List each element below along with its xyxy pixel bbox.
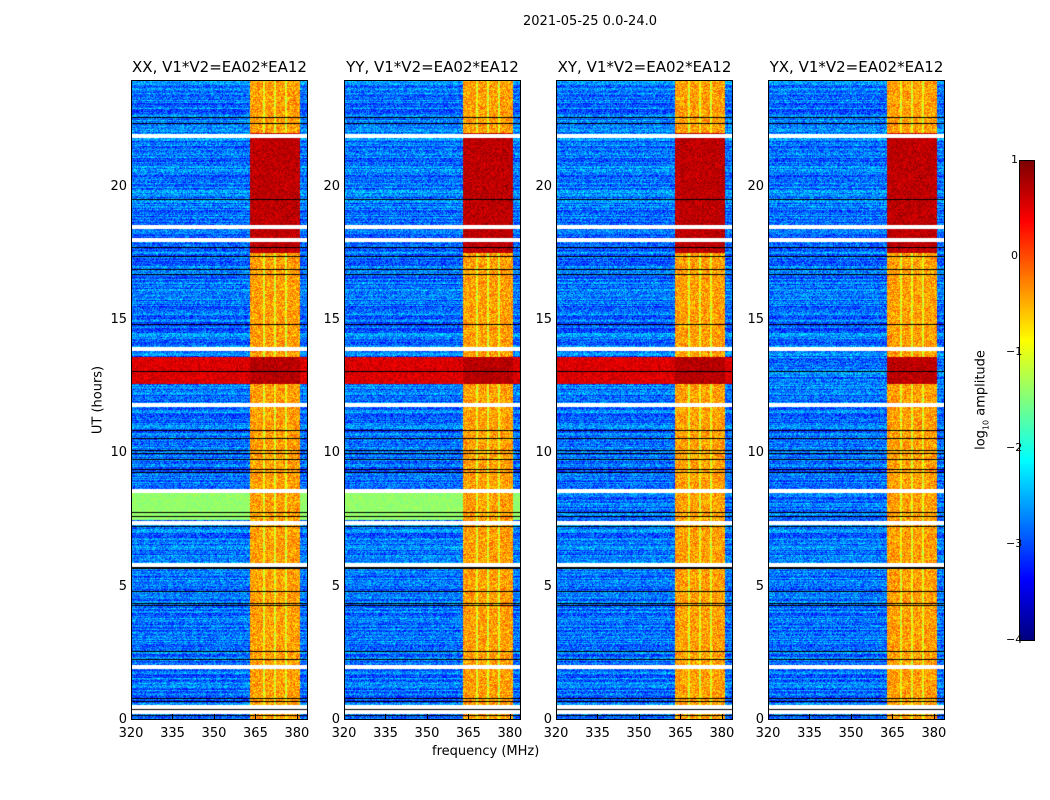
x-axis-label: frequency (MHz) [432,744,540,759]
spectrogram-heatmap [556,80,733,720]
panel-title: XX, V1*V2=EA02*EA12 [132,58,307,76]
y-tick-label: 10 [110,445,127,461]
colorbar-tick-label: 0 [1011,249,1018,262]
x-tick-mark [509,714,511,720]
x-tick-mark [296,714,298,720]
axes-frame [556,80,733,720]
x-tick-label: 320 [543,726,569,741]
y-tick-label: 5 [331,578,340,594]
x-tick-mark [638,714,640,720]
x-tick-mark [768,714,769,720]
x-tick-label: 350 [626,726,652,741]
y-tick-label: 5 [755,578,764,594]
axes-frame [768,80,945,720]
x-tick-label: 320 [331,726,357,741]
y-tick-label: 5 [543,578,552,594]
colorbar-label: log10 amplitude [973,350,991,450]
y-tick-label: 0 [755,712,764,727]
x-tick-label: 380 [284,726,310,741]
x-tick-mark [597,714,599,720]
y-tick-label: 0 [118,712,127,727]
colorbar [1019,160,1035,641]
y-tick-label: 20 [110,178,127,194]
y-tick-label: 15 [747,312,764,327]
x-tick-mark [385,714,387,720]
colorbar-tick-label: −3 [1006,537,1023,550]
x-tick-mark [172,714,174,720]
colorbar-tick-label: 1 [1011,153,1018,166]
x-tick-label: 380 [709,726,735,741]
spectrogram-heatmap [768,80,945,720]
figure-title: 2021-05-25 0.0-24.0 [523,14,657,29]
x-tick-label: 350 [414,726,440,741]
spectrogram-heatmap [131,80,308,720]
colorbar-tick-label: −4 [1006,633,1023,646]
x-tick-label: 350 [838,726,864,741]
x-tick-label: 335 [373,726,398,741]
x-tick-mark [850,714,852,720]
panel-1: XX, V1*V2=EA02*EA12 320 335 350 365 380 0 5 10 15… [110,58,309,741]
x-tick-mark [556,714,557,720]
x-tick-mark [344,714,345,720]
panel-title: YY, V1*V2=EA02*EA12 [346,58,519,76]
panel-2: YY, V1*V2=EA02*EA12 320 335 350 365 380 0 5 10 15… [323,58,522,741]
x-tick-label: 365 [456,726,481,741]
x-tick-label: 350 [201,726,227,741]
x-tick-label: 380 [497,726,523,741]
y-tick-label: 20 [323,178,340,194]
spectrogram-heatmap [344,80,521,720]
colorbar-tick-label: −1 [1006,345,1023,358]
axes-frame [131,80,308,720]
x-tick-mark [131,714,132,720]
x-tick-mark [426,714,428,720]
y-tick-label: 15 [535,312,552,327]
x-tick-label: 335 [797,726,822,741]
y-tick-label: 15 [110,312,127,327]
x-tick-mark [213,714,215,720]
x-tick-label: 365 [668,726,693,741]
x-tick-mark [680,714,682,720]
panel-title: XY, V1*V2=EA02*EA12 [557,58,732,76]
axes-frame [344,80,521,720]
x-tick-label: 335 [585,726,610,741]
y-tick-label: 5 [118,578,127,594]
x-tick-mark [892,714,894,720]
y-tick-label: 20 [535,178,552,194]
y-tick-label: 15 [323,312,340,327]
y-tick-label: 10 [323,445,340,461]
x-tick-mark [721,714,723,720]
y-tick-label: 0 [331,712,340,727]
x-tick-label: 365 [880,726,905,741]
colorbar-tick-label: −2 [1006,441,1023,454]
y-tick-label: 0 [543,712,552,727]
panel-4: YX, V1*V2=EA02*EA12 320 335 350 365 380 0 5 10 15… [747,58,946,741]
panel-title: YX, V1*V2=EA02*EA12 [769,58,944,76]
x-tick-mark [809,714,811,720]
y-tick-label: 10 [747,445,764,461]
x-tick-label: 380 [921,726,947,741]
x-tick-label: 320 [755,726,781,741]
panel-3: XY, V1*V2=EA02*EA12 320 335 350 365 380 0 5 10 15… [535,58,734,741]
x-tick-mark [933,714,935,720]
y-axis-label: UT (hours) [90,365,106,435]
y-tick-label: 20 [747,178,764,194]
x-tick-label: 335 [160,726,185,741]
x-tick-label: 320 [118,726,144,741]
x-tick-label: 365 [243,726,268,741]
y-tick-label: 10 [535,445,552,461]
x-tick-mark [255,714,257,720]
x-tick-mark [468,714,470,720]
